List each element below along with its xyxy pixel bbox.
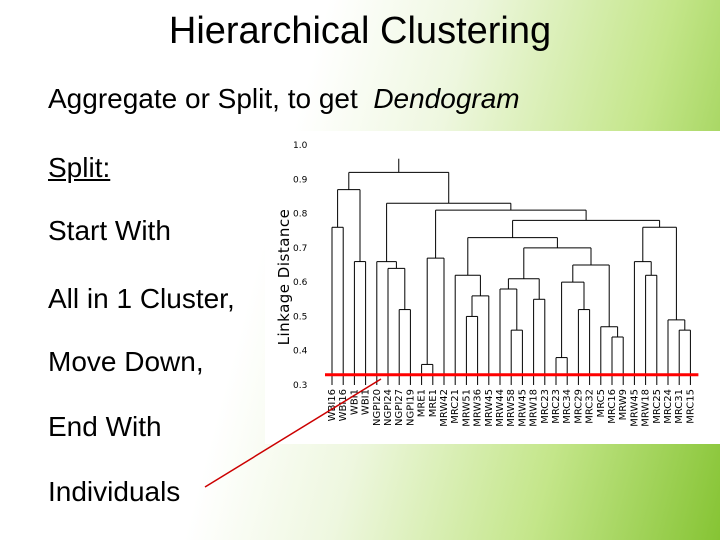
slide-title: Hierarchical Clustering xyxy=(168,10,552,52)
leaf-label: MRC29 xyxy=(573,389,584,424)
leaf-label: MRW45 xyxy=(629,389,640,427)
bullet-start-with: Start With xyxy=(48,215,171,246)
leaf-label: WBI16 xyxy=(327,389,338,421)
bullet-all-in-one-cluster: All in 1 Cluster, xyxy=(48,283,235,314)
leaf-label: MRC32 xyxy=(585,389,596,424)
bullet-individuals: Individuals xyxy=(48,476,181,507)
leaf-label: NGPI27 xyxy=(394,389,405,426)
bullet-move-down: Move Down, xyxy=(48,346,204,377)
y-axis-label: Linkage Distance xyxy=(275,209,293,346)
subtitle-emphasis: Dendogram xyxy=(373,83,520,114)
leaf-label: MRC23 xyxy=(540,389,551,424)
leaf-label: MRE1 xyxy=(417,389,428,417)
leaf-label: MRC24 xyxy=(663,389,674,424)
leaf-label: MRW45 xyxy=(517,389,528,427)
y-tick-label: 0.3 xyxy=(293,381,307,391)
leaf-label: MRE1 xyxy=(428,389,439,417)
leaf-label: WBI1 xyxy=(349,389,360,415)
leaf-label: NGPI24 xyxy=(383,389,394,426)
y-tick-label: 0.7 xyxy=(293,244,307,254)
leaf-label: MRC5 xyxy=(596,389,607,417)
leaf-label: WBI1 xyxy=(361,389,372,415)
y-tick-label: 0.5 xyxy=(293,312,307,322)
leaf-label: MRW36 xyxy=(473,389,484,427)
bullet-end-with: End With xyxy=(48,411,162,442)
leaf-label: MRC15 xyxy=(685,389,696,424)
leaf-label: MRW58 xyxy=(506,389,517,427)
leaf-label: MRW42 xyxy=(439,389,450,427)
leaf-label: NGPI19 xyxy=(405,389,416,426)
y-tick-label: 0.8 xyxy=(293,210,308,220)
leaf-label: MRW45 xyxy=(484,389,495,427)
y-tick-label: 0.4 xyxy=(293,347,308,357)
leaf-label: MRW44 xyxy=(495,389,506,427)
leaf-label: MRW18 xyxy=(641,389,652,427)
leaf-label: MRC21 xyxy=(450,389,461,424)
leaf-label: WBI16 xyxy=(338,389,349,421)
subtitle-prefix: Aggregate or Split, to get xyxy=(48,83,358,114)
leaf-label: MRW9 xyxy=(618,389,629,420)
leaf-label: NGPI20 xyxy=(372,389,383,426)
leaf-label: MRW18 xyxy=(529,389,540,427)
bullet-split: Split: xyxy=(48,152,111,183)
leaf-label: MRW51 xyxy=(461,389,472,427)
leaf-label: MRC23 xyxy=(551,389,562,424)
y-tick-label: 0.9 xyxy=(293,175,308,185)
subtitle: Aggregate or Split, to get Dendogram xyxy=(48,82,520,116)
leaf-label: MRC25 xyxy=(652,389,663,424)
dendrogram-figure: Linkage Distance 1.0 0.9 0.8 0.7 0.6 0.5 0.4 0.… xyxy=(265,131,720,444)
dendrogram-chart: Linkage Distance 1.0 0.9 0.8 0.7 0.6 0.5 0.4 0.… xyxy=(275,141,699,427)
leaf-label: MRC16 xyxy=(607,389,618,424)
leaf-label: MRC31 xyxy=(674,389,685,424)
y-tick-label: 0.6 xyxy=(293,278,308,288)
y-tick-label: 1.0 xyxy=(293,141,308,151)
leaf-label: MRC34 xyxy=(562,389,573,424)
